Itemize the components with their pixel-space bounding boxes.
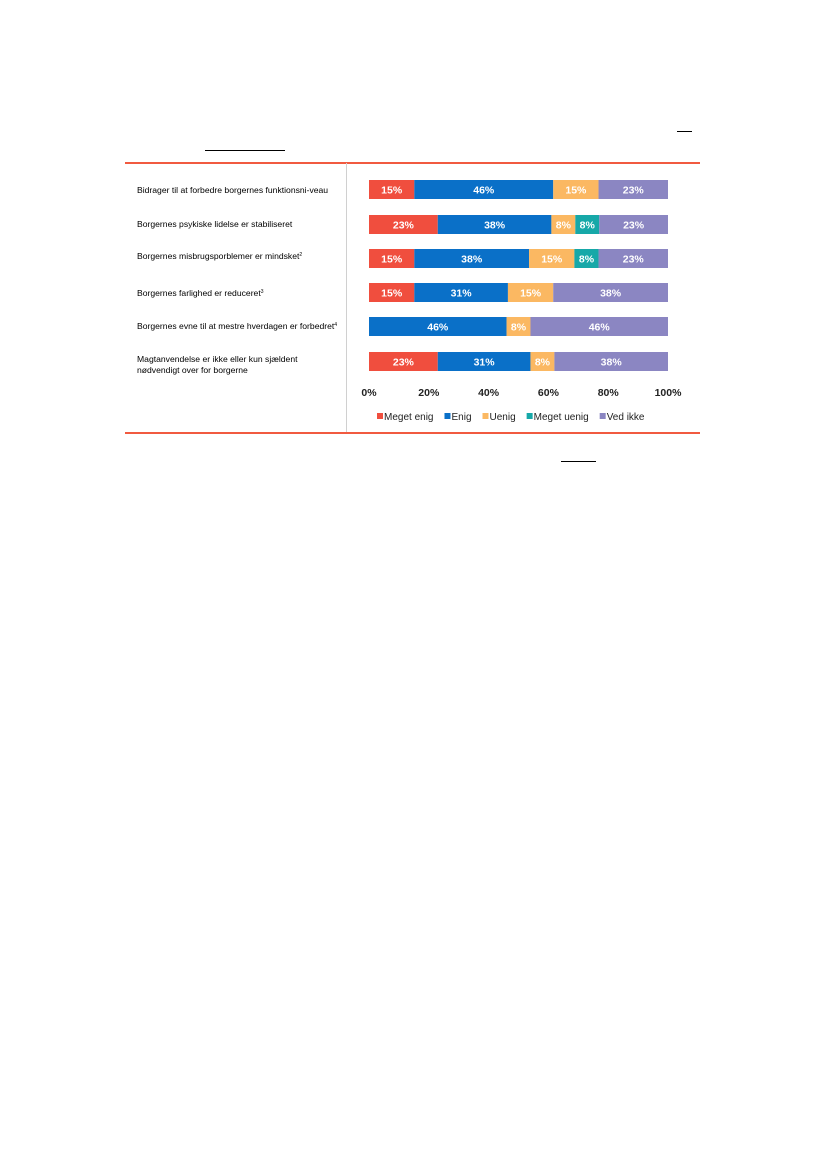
decorative-underline [677, 131, 692, 132]
footnote-marker: 3 [260, 289, 264, 295]
data-label: 38% [484, 220, 506, 232]
category-label-text: Bidrager til at forbedre borgernes funkt… [137, 185, 329, 195]
legend-swatch [444, 413, 451, 419]
data-label: 31% [451, 288, 473, 300]
decorative-underline [205, 150, 285, 151]
category-label: Bidrager til at forbedre borgernes funkt… [137, 185, 342, 196]
category-label-text: Borgernes psykiske lidelse er stabiliser… [137, 219, 293, 229]
legend-swatch [526, 413, 533, 419]
bar-segment [507, 283, 554, 302]
x-tick-label: 20% [418, 387, 440, 399]
category-label-text: Borgernes evne til at mestre hverdagen e… [137, 321, 335, 331]
data-label: 8% [511, 322, 527, 334]
category-label: Borgernes farlighed er reduceret3 [137, 288, 342, 299]
data-label: 31% [474, 357, 496, 369]
bar-segment [529, 249, 575, 268]
footnote-marker: 2 [299, 252, 303, 258]
bar-segment [369, 180, 415, 199]
data-label: 8% [535, 357, 551, 369]
category-label: Borgernes psykiske lidelse er stabiliser… [137, 219, 342, 230]
x-tick-label: 60% [538, 387, 560, 399]
legend-label: Uenig [490, 412, 516, 423]
x-tick-label: 80% [598, 387, 620, 399]
bar-segment [369, 249, 415, 268]
data-label: 23% [393, 220, 415, 232]
bar-segment [598, 180, 668, 199]
bar-segment [369, 283, 415, 302]
category-label-text: Magtanvendelse er ikke eller kun sjælden… [137, 354, 298, 375]
bar-segment [554, 352, 668, 371]
bar-segment [553, 283, 668, 302]
legend-label: Meget enig [384, 412, 433, 423]
bar-segment [530, 352, 555, 371]
bar-segment [553, 180, 599, 199]
bar-segment [574, 249, 599, 268]
x-tick-label: 0% [361, 387, 377, 399]
bar-segment [506, 317, 531, 336]
legend-label: Meget uenig [534, 412, 589, 423]
top-rule [125, 162, 700, 164]
bar-segment [369, 317, 507, 336]
bar-segment [599, 215, 668, 234]
data-label: 15% [381, 185, 403, 197]
x-tick-label: 100% [655, 387, 683, 399]
data-label: 8% [556, 220, 572, 232]
data-label: 15% [520, 288, 542, 300]
data-label: 15% [565, 185, 587, 197]
data-label: 23% [623, 185, 645, 197]
bar-segment [530, 317, 668, 336]
data-label: 38% [600, 288, 622, 300]
data-label: 15% [381, 288, 403, 300]
bottom-rule [125, 432, 700, 434]
category-label: Borgernes evne til at mestre hverdagen e… [137, 321, 342, 332]
x-tick-label: 40% [478, 387, 500, 399]
data-label: 46% [473, 185, 495, 197]
bar-segment [437, 215, 552, 234]
decorative-underline [561, 461, 596, 462]
data-label: 8% [579, 254, 595, 266]
data-label: 8% [580, 220, 596, 232]
legend-swatch [482, 413, 489, 419]
footnote-marker: 4 [334, 322, 338, 328]
data-label: 46% [427, 322, 449, 334]
bar-segment [414, 283, 508, 302]
data-label: 15% [381, 254, 403, 266]
data-label: 38% [601, 357, 623, 369]
bar-segment [414, 249, 530, 268]
category-label-text: Borgernes misbrugsporblemer er mindsket [137, 251, 300, 261]
data-label: 23% [623, 220, 645, 232]
category-label: Magtanvendelse er ikke eller kun sjælden… [137, 354, 342, 375]
bar-segment [369, 352, 438, 371]
data-label: 23% [393, 357, 415, 369]
data-label: 38% [461, 254, 483, 266]
category-label-text: Borgernes farlighed er reduceret [137, 288, 261, 298]
bar-segment [437, 352, 531, 371]
bar-segment [414, 180, 554, 199]
legend-label: Ved ikke [607, 412, 645, 423]
data-label: 23% [623, 254, 645, 266]
label-divider [346, 163, 347, 432]
legend-label: Enig [451, 412, 471, 423]
legend-swatch [377, 413, 383, 419]
data-label: 46% [589, 322, 611, 334]
bar-segment [575, 215, 600, 234]
bar-segment [369, 215, 438, 234]
bar-segment [551, 215, 576, 234]
data-label: 15% [541, 254, 563, 266]
category-label: Borgernes misbrugsporblemer er mindsket2 [137, 251, 342, 262]
bar-segment [598, 249, 668, 268]
legend-swatch [599, 413, 606, 419]
